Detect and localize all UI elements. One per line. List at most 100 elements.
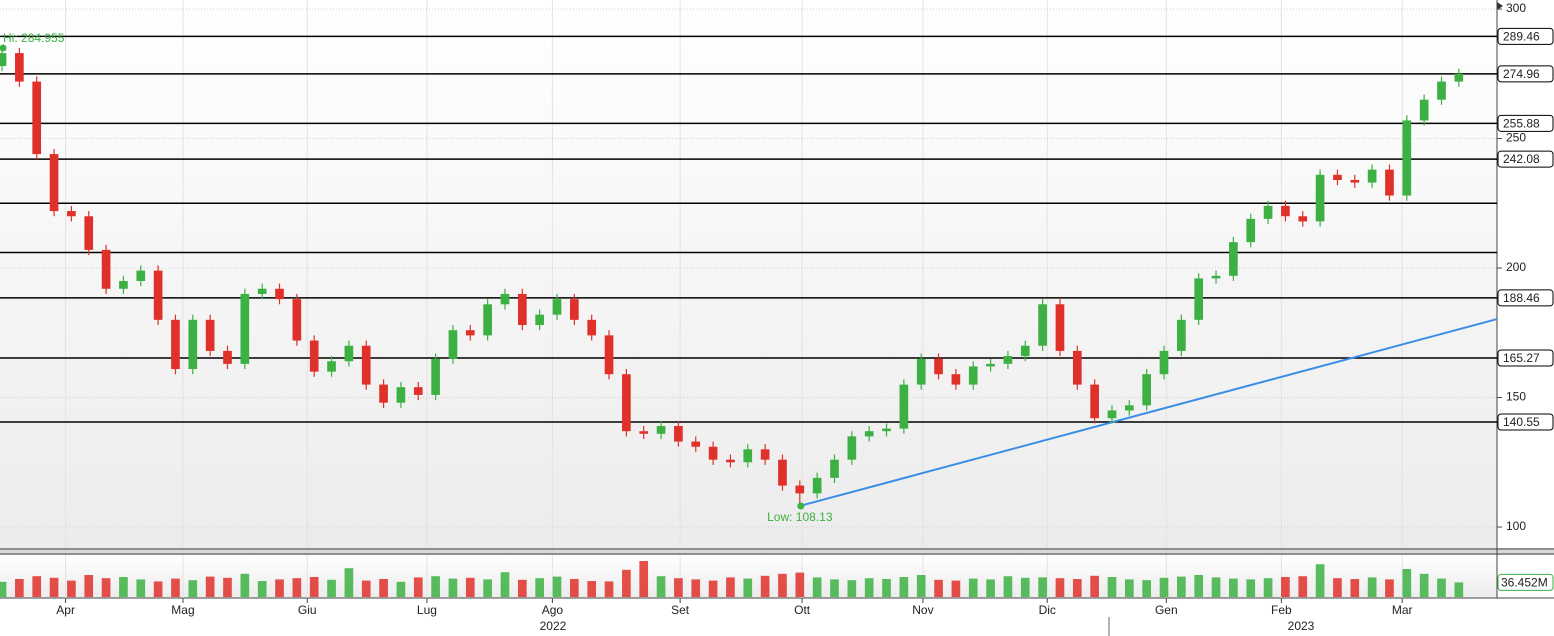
annotation-dot [797, 502, 805, 510]
candle-body [1038, 304, 1047, 346]
candle-body [327, 361, 336, 372]
candle-body [1177, 319, 1186, 351]
candle-body [830, 459, 839, 478]
volume-bar [1055, 578, 1065, 597]
y-tick-label: 150 [1506, 390, 1526, 404]
candle-body [275, 288, 284, 300]
volume-bar [847, 580, 857, 597]
volume-bar [1350, 579, 1360, 597]
candle-body [344, 345, 354, 362]
volume-bar [1367, 577, 1377, 597]
x-tick-label: Mag [171, 603, 194, 617]
annotation-label: Low: 108.13 [767, 510, 833, 524]
candle-body [1402, 120, 1412, 196]
volume-bar [67, 580, 76, 597]
candle-body [448, 330, 458, 359]
volume-bar [223, 577, 232, 597]
level-label: 274.96 [1503, 67, 1540, 81]
volume-bar [743, 578, 753, 597]
volume-bar [32, 576, 42, 597]
candle-body [32, 81, 42, 155]
volume-bar [691, 579, 701, 597]
volume-bar [830, 579, 839, 597]
candle-body [656, 426, 666, 434]
x-tick-label: Ott [794, 603, 811, 617]
volume-bar [1385, 579, 1394, 597]
volume-bar [188, 580, 198, 597]
level-label-box [1497, 114, 1554, 132]
volume-bar [622, 569, 631, 597]
volume-bar [570, 579, 579, 597]
volume-bar [864, 578, 874, 597]
candle-body [778, 459, 787, 486]
price-panel [0, 0, 1497, 548]
x-tick-label: Set [671, 603, 690, 617]
volume-bar [15, 579, 24, 597]
volume-bar [1246, 579, 1256, 597]
volume-bar [1419, 573, 1429, 597]
volume-bar [0, 581, 7, 597]
level-label: 289.46 [1503, 30, 1540, 44]
candle-body [552, 299, 562, 315]
candle-body [257, 288, 267, 294]
x-tick-label: Lug [417, 603, 437, 617]
candle-body [0, 53, 7, 67]
volume-bar [119, 577, 128, 597]
volume-bar [708, 580, 718, 597]
candle-body [847, 436, 857, 460]
panel-separator [0, 548, 1554, 555]
candle-body [1454, 73, 1464, 82]
candle-body [205, 319, 215, 351]
candle-body [1385, 169, 1394, 196]
volume-bar [327, 579, 336, 597]
volume-bar [136, 579, 146, 597]
candle-body [1020, 345, 1030, 357]
volume-bar [275, 579, 284, 597]
volume-bar [778, 573, 787, 597]
candle-body [570, 299, 579, 320]
volume-bar [483, 579, 492, 597]
level-label: 188.46 [1503, 291, 1540, 305]
candle-body [1263, 205, 1273, 219]
candle-body [864, 431, 874, 437]
volume-bar [84, 575, 94, 597]
candle-body [292, 299, 302, 341]
candle-body [1419, 99, 1429, 121]
volume-bar [951, 580, 961, 597]
volume-bar [240, 573, 250, 597]
volume-bar [726, 577, 735, 597]
candle-body [674, 426, 683, 442]
volume-bar [1437, 578, 1446, 597]
volume-bar [1003, 576, 1013, 597]
year-label: 2023 [1288, 619, 1315, 633]
candle-body [413, 387, 423, 395]
candle-body [726, 459, 735, 463]
volume-bar [986, 579, 995, 597]
candle-body [84, 216, 94, 250]
candle-body [1107, 410, 1117, 419]
candle-body [708, 446, 718, 460]
level-label-box [1497, 349, 1554, 367]
volume-bar [656, 576, 666, 597]
candle-body [535, 314, 544, 326]
volume-bar [1142, 580, 1152, 597]
volume-bar [1402, 569, 1412, 597]
candle-body [968, 366, 978, 385]
candle-body [517, 293, 527, 326]
candle-body [882, 428, 891, 432]
x-tick-label: Nov [912, 603, 933, 617]
volume-bar [257, 581, 267, 597]
candle-body [1333, 174, 1342, 180]
volume-bar [1211, 577, 1221, 597]
candle-body [136, 270, 146, 281]
x-tick-label: Ago [542, 603, 564, 617]
candle-body [1315, 174, 1325, 222]
volume-bar [587, 581, 597, 597]
candle-body [639, 431, 649, 434]
axis-arrow [1497, 2, 1503, 10]
trendline [799, 318, 1498, 507]
volume-bar [1020, 577, 1030, 597]
candle-body [309, 340, 319, 372]
